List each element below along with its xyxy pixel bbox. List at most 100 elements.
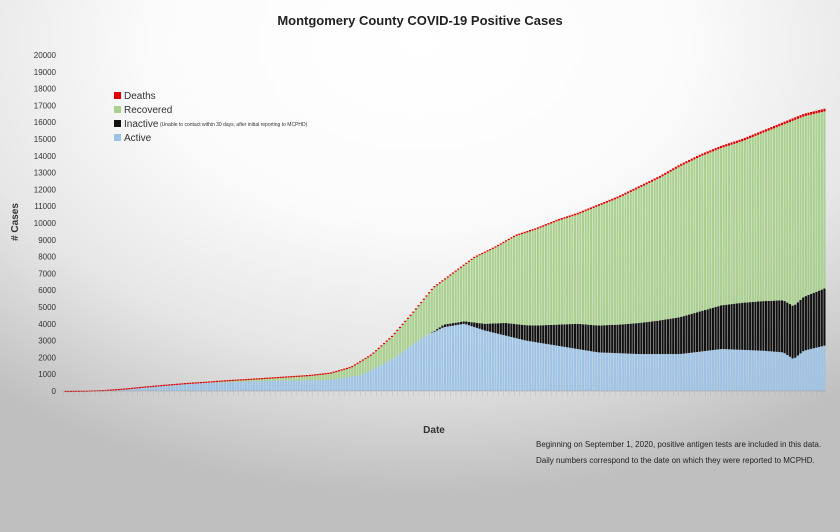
- bar-inactive: [772, 300, 776, 352]
- bar-recovered: [807, 115, 810, 296]
- bar-deaths: [573, 213, 577, 216]
- bar-recovered: [298, 376, 301, 381]
- bar-active: [764, 350, 768, 391]
- bar-deaths: [603, 202, 606, 204]
- bar-inactive: [804, 296, 807, 351]
- bar-recovered: [648, 182, 651, 322]
- y-tick-label: 6000: [38, 286, 56, 295]
- y-tick-label: 7000: [38, 269, 56, 278]
- bar-recovered: [711, 151, 715, 308]
- bar-active: [735, 349, 738, 391]
- bar-active: [637, 354, 640, 391]
- bar-active: [518, 338, 521, 391]
- bar-recovered: [263, 378, 266, 382]
- bar-deaths: [794, 117, 797, 120]
- bar-recovered: [751, 136, 754, 302]
- bar-active: [162, 385, 165, 391]
- bar-deaths: [804, 113, 807, 116]
- bar-deaths: [205, 381, 208, 383]
- bar-inactive: [743, 302, 746, 350]
- bar-active: [619, 353, 622, 391]
- bar-active: [595, 352, 598, 391]
- bar-active: [656, 354, 659, 391]
- bar-deaths: [340, 369, 343, 371]
- bar-deaths: [422, 298, 425, 300]
- bar-active: [534, 342, 537, 391]
- bar-active: [380, 364, 383, 391]
- bar-active: [369, 370, 372, 391]
- bar-recovered: [502, 243, 505, 324]
- bar-recovered: [627, 193, 630, 324]
- bar-recovered: [242, 379, 245, 382]
- bar-recovered: [507, 240, 510, 324]
- bar-deaths: [104, 389, 107, 392]
- bar-recovered: [767, 130, 770, 301]
- bar-inactive: [494, 323, 497, 334]
- bar-recovered: [669, 171, 672, 319]
- bar-inactive: [600, 325, 603, 353]
- bar-recovered: [674, 168, 677, 318]
- bar-active: [457, 324, 460, 391]
- bar-deaths: [290, 376, 293, 378]
- bar-deaths: [780, 122, 784, 126]
- bar-inactive: [738, 303, 741, 350]
- bar-recovered: [780, 125, 784, 301]
- chart-title: Montgomery County COVID-19 Positive Case…: [277, 13, 562, 28]
- bar-active: [295, 380, 298, 391]
- bar-deaths: [130, 387, 134, 389]
- bar-deaths: [170, 384, 173, 386]
- y-axis-label: # Cases: [10, 203, 21, 241]
- bar-deaths: [367, 356, 370, 358]
- bar-recovered: [587, 210, 590, 325]
- bar-recovered: [367, 356, 370, 372]
- bar-active: [719, 349, 723, 391]
- bar-active: [815, 347, 818, 391]
- bar-deaths: [239, 379, 242, 381]
- bar-active: [300, 380, 303, 391]
- bar-inactive: [764, 300, 768, 351]
- bar-active: [441, 327, 444, 391]
- bar-active: [290, 380, 293, 391]
- bar-active: [550, 344, 553, 391]
- bar-deaths: [107, 389, 110, 391]
- bar-recovered: [746, 139, 749, 303]
- bar-active: [234, 381, 237, 391]
- bar-inactive: [815, 291, 818, 348]
- bar-deaths: [218, 380, 221, 382]
- bar-deaths: [165, 384, 168, 386]
- bar-inactive: [478, 323, 481, 329]
- bar-recovered: [791, 120, 794, 306]
- bar-deaths: [67, 390, 70, 393]
- bar-active: [202, 382, 205, 391]
- bar-recovered: [783, 124, 786, 302]
- bar-recovered: [597, 205, 601, 326]
- bar-deaths: [608, 199, 611, 202]
- bar-recovered: [393, 333, 396, 358]
- bar-recovered: [778, 126, 781, 301]
- bar-deaths: [245, 379, 248, 381]
- bar-active: [733, 349, 736, 391]
- bar-active: [571, 348, 574, 391]
- bar-recovered: [268, 377, 272, 381]
- bar-inactive: [627, 323, 630, 354]
- bar-deaths: [730, 142, 733, 145]
- bar-active: [282, 380, 285, 391]
- bar-active: [420, 338, 423, 391]
- bar-active: [130, 387, 134, 391]
- bar-inactive: [791, 305, 794, 359]
- bar-active: [799, 353, 802, 391]
- bar-recovered: [340, 370, 343, 379]
- bar-recovered: [693, 159, 696, 314]
- bar-inactive: [560, 324, 563, 347]
- bar-active: [489, 331, 492, 391]
- bar-deaths: [258, 378, 261, 380]
- bar-inactive: [505, 323, 508, 336]
- bar-inactive: [656, 320, 659, 355]
- bar-deaths: [539, 226, 542, 228]
- bar-recovered: [528, 231, 532, 326]
- bar-active: [611, 352, 614, 391]
- bar-recovered: [558, 220, 561, 325]
- bar-inactive: [733, 303, 736, 350]
- bar-inactive: [719, 305, 723, 350]
- y-tick-label: 16000: [34, 118, 57, 127]
